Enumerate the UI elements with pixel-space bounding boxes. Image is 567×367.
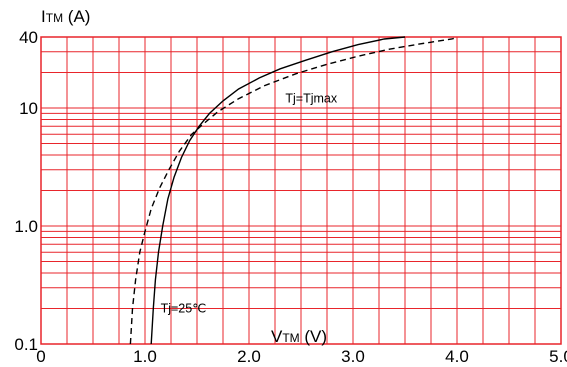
- x-axis-title: VTM (V): [271, 327, 327, 346]
- x-tick-label: 5.0: [549, 347, 567, 366]
- axis-titles: ITM (A) VTM (V): [41, 7, 327, 346]
- series-annotation: Tj=Tjmax: [285, 92, 337, 106]
- series-layer: [129, 36, 458, 345]
- series-annotation: Tj=25℃: [161, 301, 207, 315]
- y-tick-label: 0.1: [14, 335, 38, 354]
- series-line-tjmax: [129, 36, 458, 345]
- x-tick-label: 3.0: [341, 347, 365, 366]
- plot-frame: [40, 36, 562, 345]
- x-tick-label: 1.0: [133, 347, 157, 366]
- x-tick-label: 0: [36, 347, 45, 366]
- x-tick-label: 4.0: [445, 347, 469, 366]
- grid: [41, 37, 561, 344]
- x-tick-label: 2.0: [237, 347, 261, 366]
- tick-labels: 0 1.0 2.0 3.0 4.0 5.0 0.1 1.0 10 40: [14, 28, 567, 366]
- y-axis-title: ITM (A): [41, 7, 90, 26]
- y-tick-label: 10: [19, 99, 38, 118]
- y-tick-label: 40: [19, 28, 38, 47]
- annotations: Tj=Tjmax Tj=25℃: [161, 92, 338, 316]
- series-line-tj25: [150, 36, 406, 345]
- y-tick-label: 1.0: [14, 217, 38, 236]
- plot-border: [40, 36, 562, 345]
